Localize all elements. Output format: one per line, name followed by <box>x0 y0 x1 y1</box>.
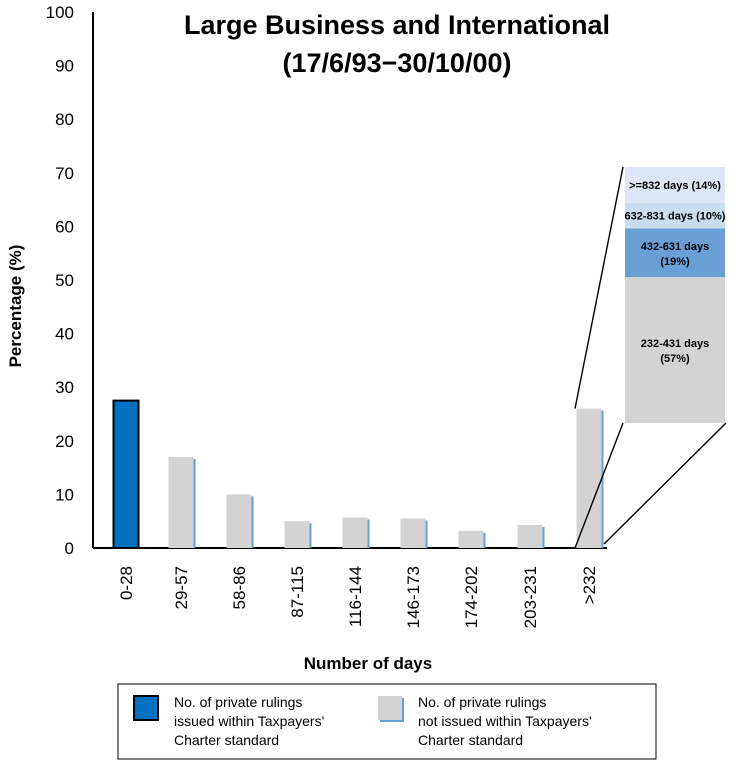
y-tick-label: 40 <box>55 325 74 344</box>
x-axis-label: Number of days <box>304 654 432 673</box>
y-tick-label: 10 <box>55 485 74 504</box>
legend-label: Charter standard <box>418 732 523 748</box>
x-tick-label: 29-57 <box>172 566 191 609</box>
breakdown-segment-label: 632-831 days (10%) <box>625 211 726 223</box>
chart-title-line-1: Large Business and International <box>184 10 610 40</box>
x-axis-ticks: 0-28 29-57 58-86 87-115 116-144 146-173 174-20… <box>117 566 599 628</box>
y-tick-label: 60 <box>55 217 74 236</box>
y-tick-label: 70 <box>55 164 74 183</box>
breakdown-segment: 632-831 days (10%) <box>625 202 726 229</box>
breakdown-segment-fill <box>625 228 725 278</box>
breakdown-segment-fill <box>625 277 725 423</box>
legend-item: No. of private rulings not issued within … <box>378 694 592 748</box>
y-tick-label: 90 <box>55 57 74 76</box>
bar-fill <box>576 408 602 548</box>
bar-fill <box>284 521 310 548</box>
breakdown-segment-fill <box>625 167 725 203</box>
bar-fill <box>342 517 368 548</box>
breakdown-segment-label: >=832 days (14%) <box>629 180 721 192</box>
legend-label: No. of private rulings <box>174 694 302 710</box>
legend-label: issued within Taxpayers' <box>174 713 324 729</box>
bar-fill <box>168 456 194 548</box>
y-tick-label: 0 <box>65 539 74 558</box>
connector-line-bottom <box>603 422 727 545</box>
bar <box>576 408 604 548</box>
breakdown-inset: 232-431 days (57%) 432-631 days (19%) 632-83… <box>574 166 727 549</box>
bar <box>458 530 486 548</box>
connector-line-top <box>574 166 624 409</box>
legend-swatch <box>378 696 402 720</box>
y-tick-label: 50 <box>55 271 74 290</box>
breakdown-segment-fill <box>625 202 725 229</box>
x-tick-label: 146-173 <box>404 566 423 628</box>
breakdown-segment: >=832 days (14%) <box>625 167 725 203</box>
bar <box>342 517 370 548</box>
bar-fill <box>226 494 252 548</box>
connector-line-mid <box>574 422 624 549</box>
breakdown-segment-percent: (57%) <box>660 353 690 365</box>
bars <box>112 399 604 549</box>
breakdown-segment-percent: (19%) <box>660 256 690 268</box>
chart-title-line-2: (17/6/93−30/10/00) <box>283 48 512 78</box>
y-axis-label: Percentage (%) <box>6 245 25 368</box>
breakdown-segment: 432-631 days (19%) <box>625 228 725 278</box>
x-tick-label: 116-144 <box>346 566 365 627</box>
y-tick-label: 80 <box>55 110 74 129</box>
x-tick-label: >232 <box>580 566 599 604</box>
x-tick-label: 203-231 <box>521 566 540 628</box>
legend-label: Charter standard <box>174 732 279 748</box>
bar <box>168 456 196 548</box>
legend: No. of private rulings issued within Taxp… <box>117 683 657 760</box>
legend-item: No. of private rulings issued within Taxp… <box>133 694 324 748</box>
bar-fill <box>400 518 426 548</box>
bar-fill <box>517 524 543 548</box>
breakdown-segment-label: 232-431 days <box>641 338 710 350</box>
x-tick-label: 87-115 <box>288 566 307 618</box>
bar <box>400 518 428 548</box>
chart-title: Large Business and International (17/6/9… <box>184 10 610 78</box>
y-tick-label: 20 <box>55 432 74 451</box>
breakdown-segment-label: 432-631 days <box>641 241 710 253</box>
y-axis-ticks: 0 10 20 30 40 50 60 70 80 90 100 <box>46 3 74 558</box>
x-tick-label: 58-86 <box>230 566 249 609</box>
legend-label: not issued within Taxpayers' <box>418 713 592 729</box>
bar <box>112 399 140 549</box>
legend-swatch <box>133 695 159 721</box>
legend-label: No. of private rulings <box>418 694 546 710</box>
y-tick-label: 30 <box>55 378 74 397</box>
bar <box>284 521 312 548</box>
bar <box>226 494 254 548</box>
x-tick-label: 0-28 <box>117 566 136 600</box>
bar-fill <box>458 530 484 548</box>
breakdown-segment: 232-431 days (57%) <box>625 277 725 423</box>
bar-fill <box>112 399 140 549</box>
bar <box>517 524 545 548</box>
x-tick-label: 174-202 <box>462 566 481 628</box>
y-tick-label: 100 <box>46 3 74 22</box>
